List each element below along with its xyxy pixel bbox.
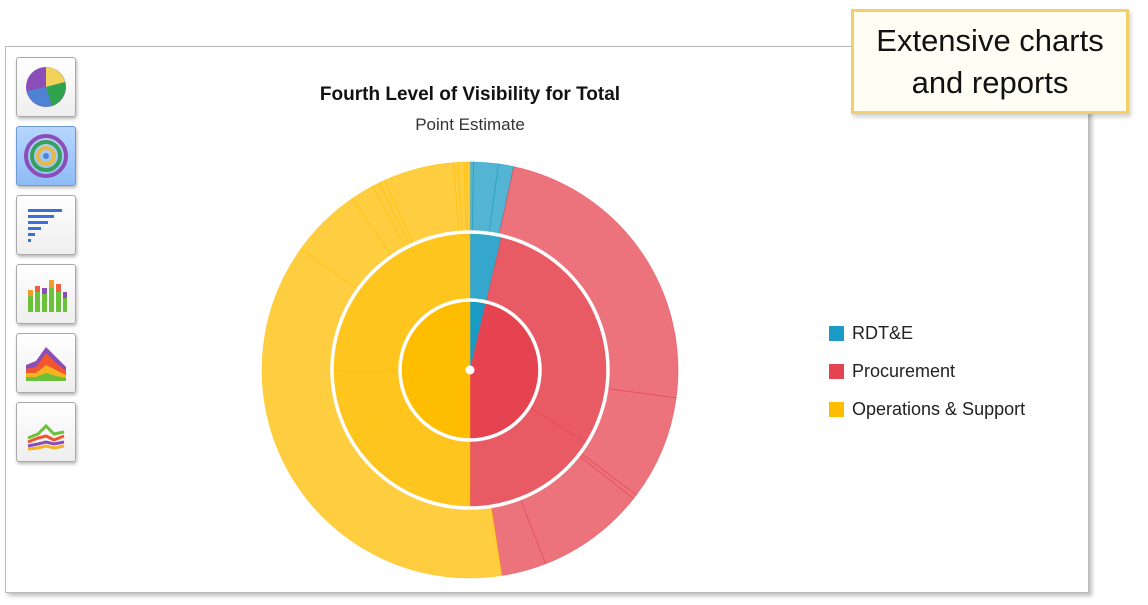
callout-line-2: and reports xyxy=(911,64,1069,100)
chart-subtitle: Point Estimate xyxy=(415,115,525,134)
pie-chart-icon xyxy=(26,67,66,107)
stacked-column-chart-icon xyxy=(28,280,67,312)
stacked-area-chart-button[interactable] xyxy=(16,333,76,393)
pie-chart-button[interactable] xyxy=(16,57,76,117)
legend-label-operations-support: Operations & Support xyxy=(852,398,1026,419)
bar-chart-button[interactable] xyxy=(16,195,76,255)
legend-label-rdte: RDT&E xyxy=(852,322,914,343)
chart-title: Fourth Level of Visibility for Total xyxy=(319,84,621,105)
sunburst-chart-icon xyxy=(24,134,68,178)
chart-legend: RDT&E Procurement Operations & Support xyxy=(829,314,1025,428)
feature-callout: Extensive charts and reports xyxy=(851,9,1129,114)
legend-item-procurement: Procurement xyxy=(829,352,1025,390)
sunburst-chart-button[interactable] xyxy=(16,126,76,186)
ring-separator-2 xyxy=(330,230,610,510)
horizontal-bar-chart-icon xyxy=(28,209,62,242)
line-chart-icon xyxy=(27,423,65,451)
sunburst-chart xyxy=(261,161,679,579)
legend-label-procurement: Procurement xyxy=(852,360,956,381)
sunburst-center-dot xyxy=(465,365,475,375)
stacked-area-chart-icon xyxy=(26,347,66,381)
legend-swatch-operations-support xyxy=(829,401,844,417)
line-chart-button[interactable] xyxy=(16,402,76,462)
legend-swatch-procurement xyxy=(829,363,844,379)
legend-item-rdte: RDT&E xyxy=(829,314,1025,352)
ring-separator-1 xyxy=(398,298,542,442)
callout-line-1: Extensive charts xyxy=(876,22,1104,58)
legend-swatch-rdte xyxy=(829,325,844,341)
stacked-column-chart-button[interactable] xyxy=(16,264,76,324)
legend-item-operations-support: Operations & Support xyxy=(829,390,1025,428)
